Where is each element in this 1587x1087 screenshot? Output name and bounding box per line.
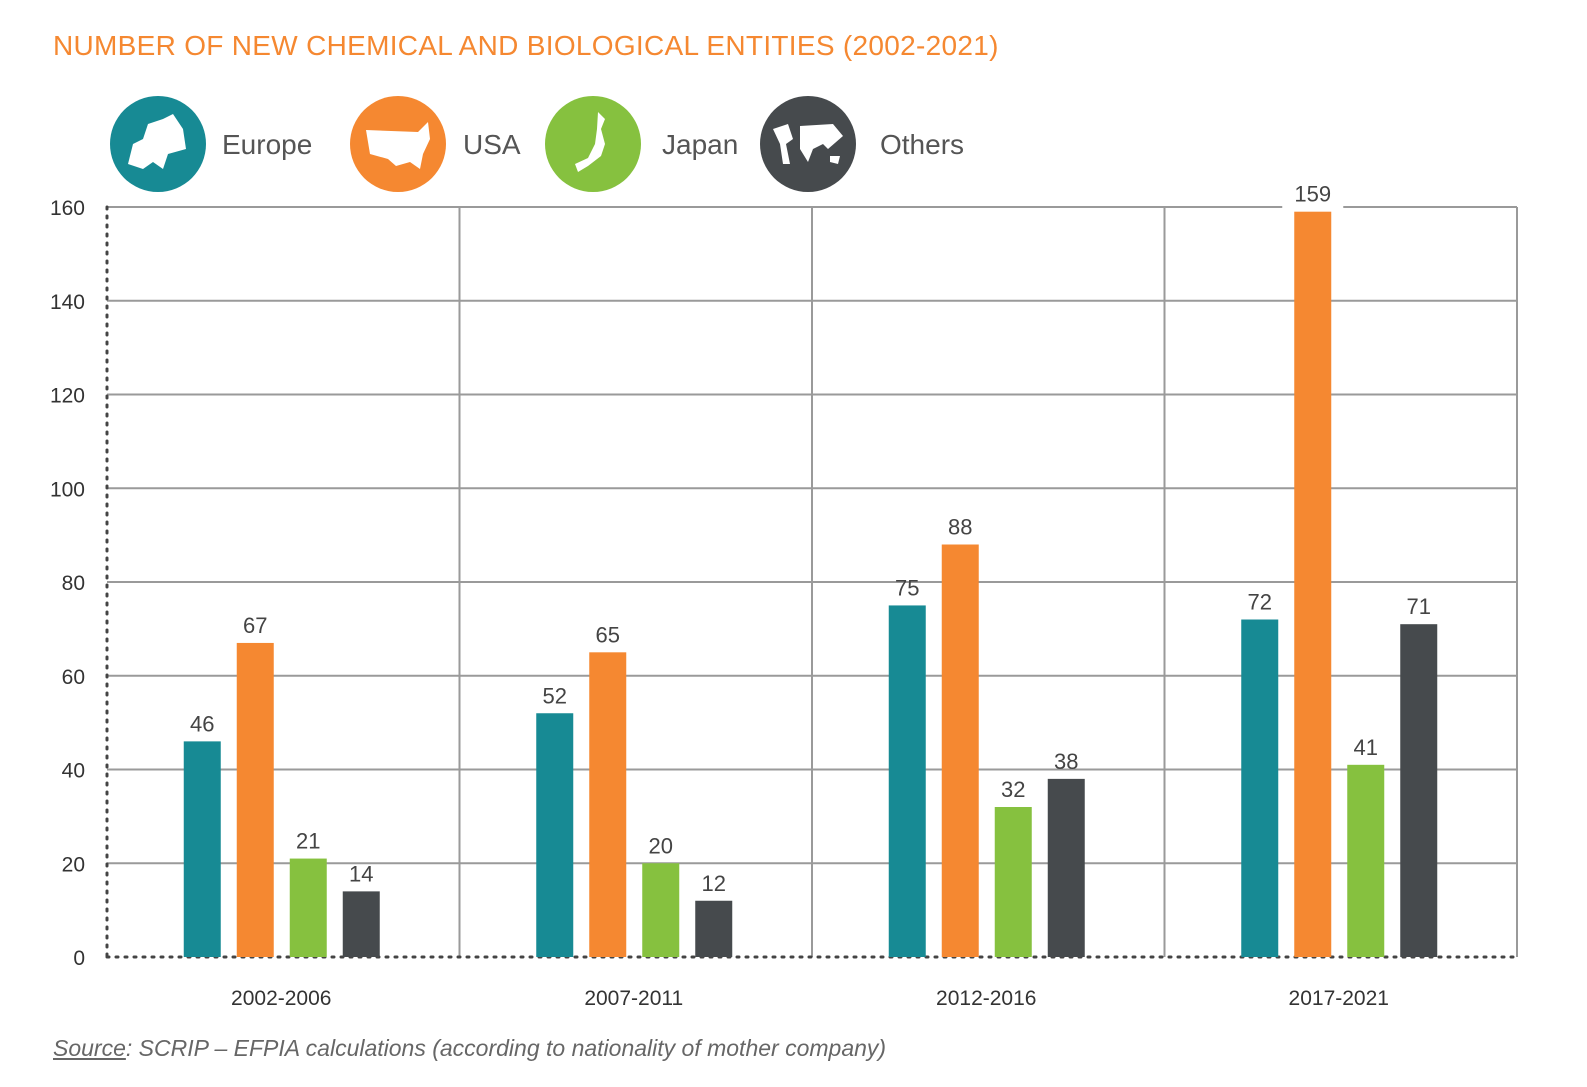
source-text: : SCRIP – EFPIA calculations (according … bbox=[125, 1035, 887, 1061]
data-label: 52 bbox=[543, 683, 567, 708]
legend-swatch bbox=[545, 96, 641, 192]
y-tick-label: 100 bbox=[50, 478, 85, 501]
bar-usa bbox=[1294, 211, 1332, 957]
data-label: 71 bbox=[1407, 594, 1431, 619]
data-label: 41 bbox=[1354, 735, 1378, 760]
chart: 0 20 40 60 80 100 120 140 160 2002-2006 46 67 21 14 20… bbox=[50, 96, 1519, 1010]
source-label: Source bbox=[53, 1035, 126, 1061]
bar-japan bbox=[289, 858, 327, 957]
bar-usa bbox=[941, 544, 979, 957]
world-map-icon bbox=[773, 124, 843, 164]
x-tick-label: 2002-2006 bbox=[231, 987, 331, 1010]
legend-item-others: Others bbox=[760, 96, 964, 192]
bar-japan bbox=[994, 807, 1032, 957]
data-label: 20 bbox=[649, 833, 673, 858]
bar-others bbox=[1047, 778, 1085, 957]
usa-map-icon bbox=[366, 122, 430, 169]
bar-europe bbox=[536, 713, 574, 957]
bar-japan bbox=[1347, 764, 1385, 957]
data-label: 32 bbox=[1001, 777, 1025, 802]
data-label: 67 bbox=[243, 613, 267, 638]
legend-label: Europe bbox=[222, 129, 312, 160]
legend-item-europe: Europe bbox=[110, 96, 312, 192]
bar-europe bbox=[1241, 619, 1279, 957]
data-label-bg bbox=[1282, 179, 1344, 210]
legend-item-usa: USA bbox=[350, 96, 521, 192]
data-label: 75 bbox=[895, 575, 919, 600]
data-label: 21 bbox=[296, 829, 320, 854]
bar-usa bbox=[236, 642, 274, 957]
data-label: 38 bbox=[1054, 749, 1078, 774]
bar-japan bbox=[642, 863, 680, 957]
data-label: 65 bbox=[596, 622, 620, 647]
x-tick-label: 2017-2021 bbox=[1289, 987, 1389, 1010]
bar-others bbox=[342, 891, 380, 957]
y-tick-label: 40 bbox=[62, 760, 85, 783]
y-tick-label: 160 bbox=[50, 197, 85, 220]
y-tick-label: 60 bbox=[62, 666, 85, 689]
japan-map-icon bbox=[575, 112, 605, 172]
data-label: 88 bbox=[948, 515, 972, 540]
y-tick-label: 140 bbox=[50, 291, 85, 314]
europe-map-icon bbox=[128, 114, 186, 169]
data-label: 159 bbox=[1294, 182, 1331, 207]
legend-label: USA bbox=[463, 129, 521, 160]
bar-others bbox=[1400, 624, 1438, 957]
chart-title: NUMBER OF NEW CHEMICAL AND BIOLOGICAL EN… bbox=[53, 30, 999, 61]
source-note: Source: SCRIP – EFPIA calculations (acco… bbox=[53, 1035, 886, 1062]
y-tick-label: 0 bbox=[73, 947, 85, 970]
bar-others bbox=[695, 900, 733, 957]
legend-label: Japan bbox=[662, 129, 738, 160]
x-tick-label: 2007-2011 bbox=[584, 987, 683, 1010]
chart-root: 0 20 40 60 80 100 120 140 160 2002-2006 46 67 21 14 20… bbox=[50, 96, 1519, 1010]
legend-item-japan: Japan bbox=[545, 96, 738, 192]
y-tick-label: 20 bbox=[62, 853, 85, 876]
bar-usa bbox=[589, 652, 627, 957]
y-tick-label: 80 bbox=[62, 572, 85, 595]
data-label: 46 bbox=[190, 711, 214, 736]
bar-europe bbox=[888, 605, 926, 957]
y-tick-label: 120 bbox=[50, 385, 85, 408]
bar-europe bbox=[183, 741, 221, 957]
data-label: 72 bbox=[1248, 590, 1272, 615]
x-tick-label: 2012-2016 bbox=[936, 987, 1036, 1010]
data-label: 14 bbox=[349, 861, 373, 886]
data-label: 12 bbox=[702, 871, 726, 896]
legend-label: Others bbox=[880, 129, 964, 160]
